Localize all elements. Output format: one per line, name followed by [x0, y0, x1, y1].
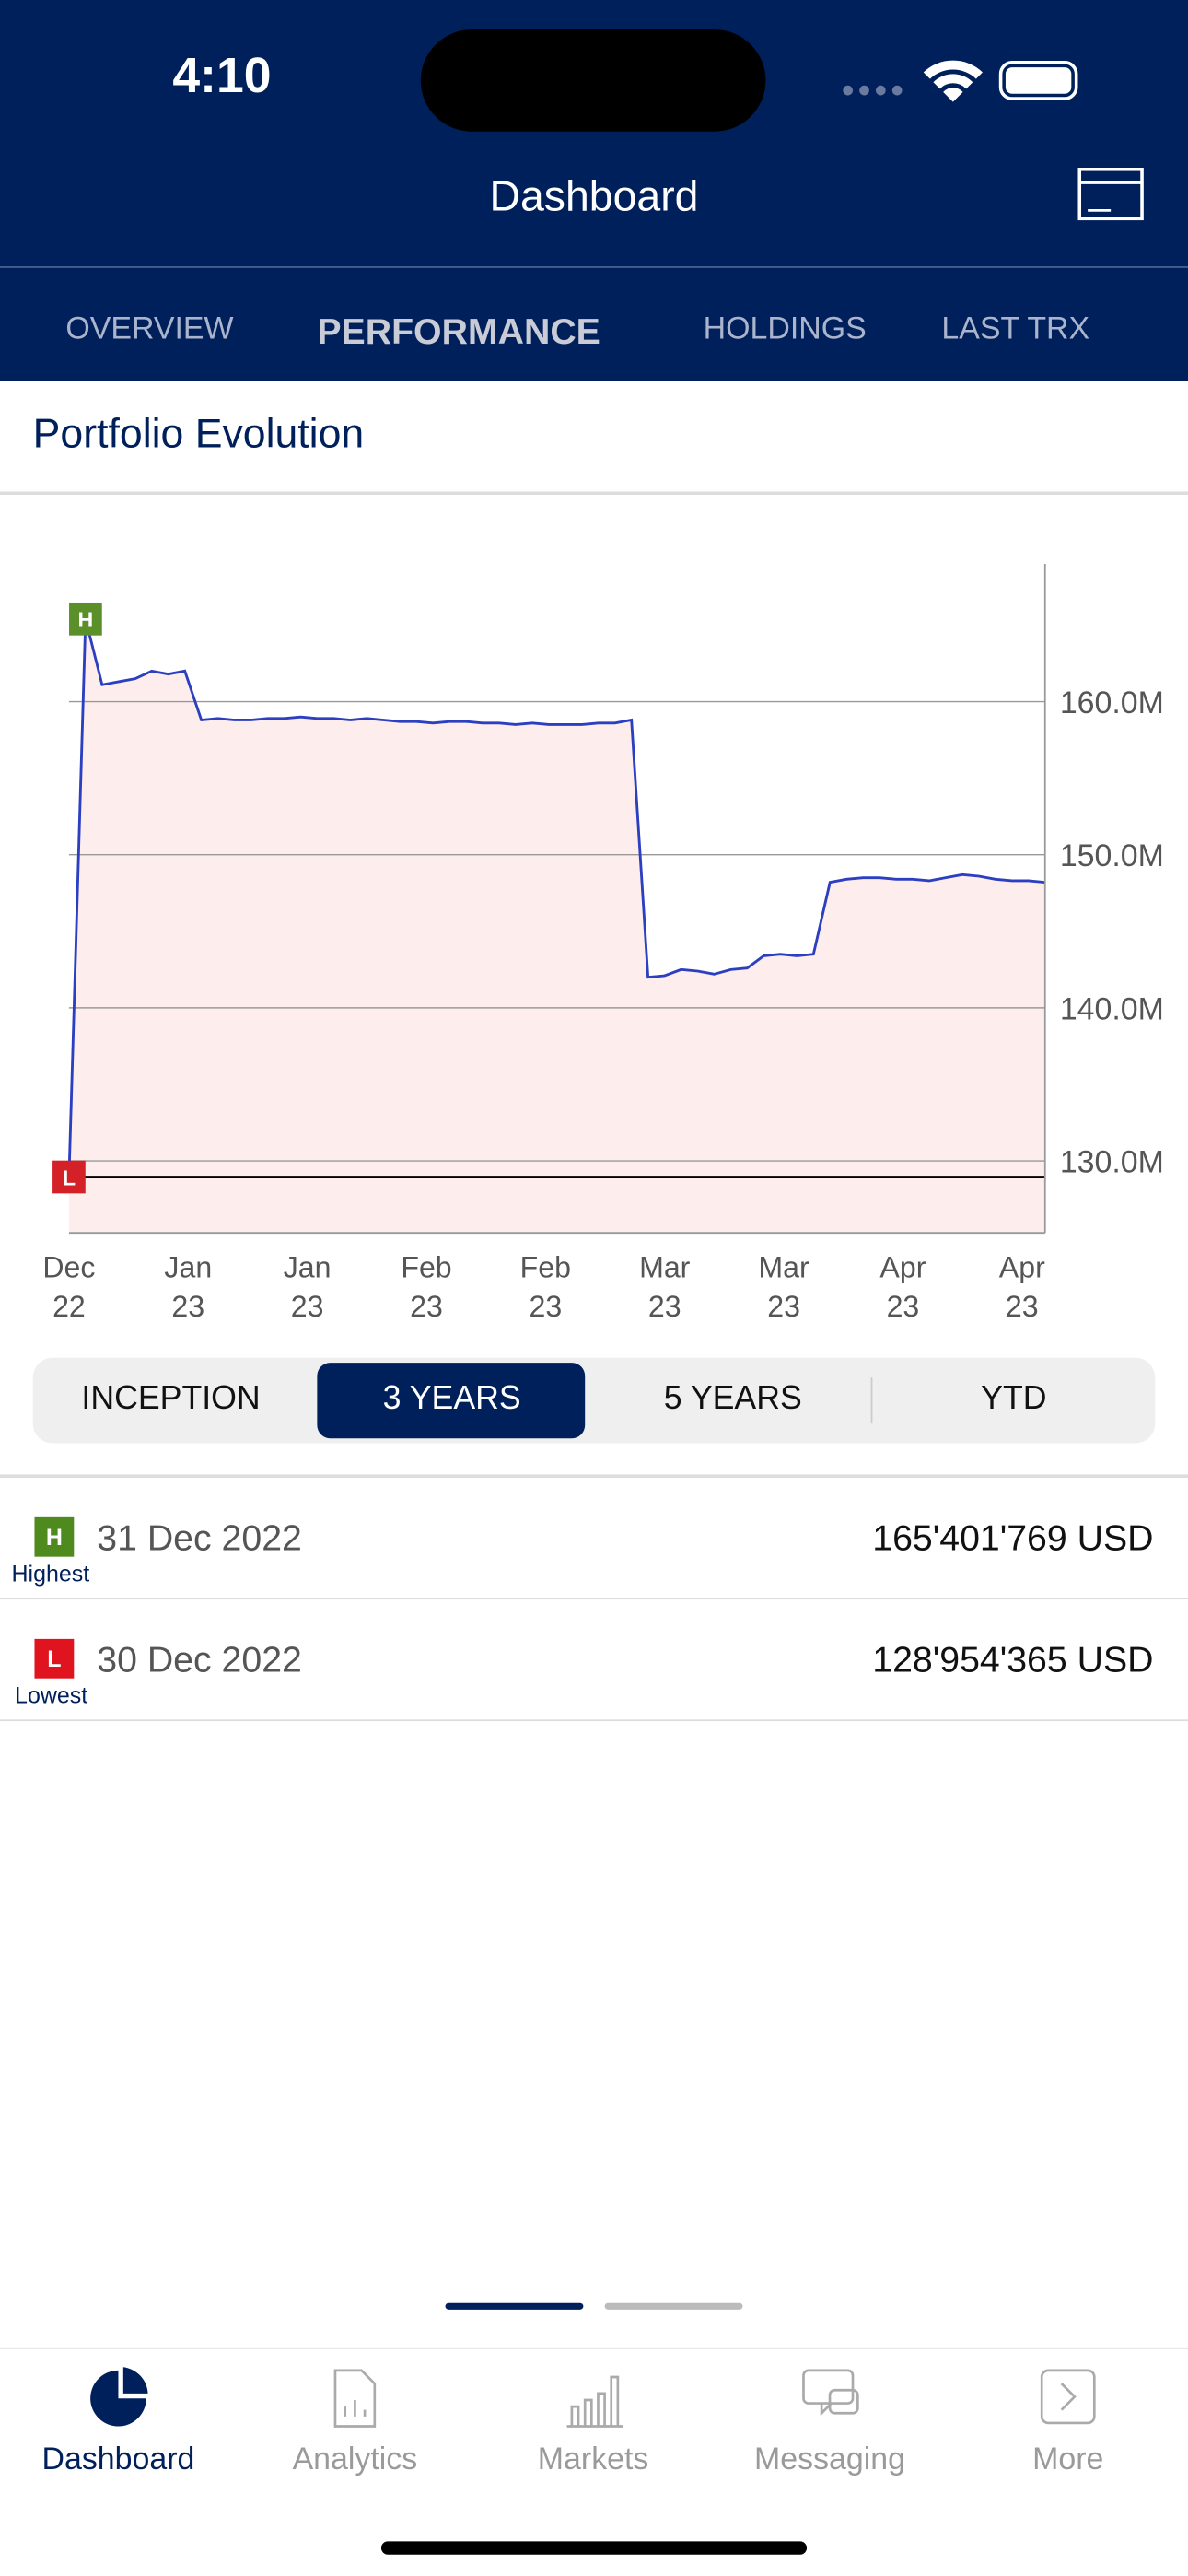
card-icon[interactable]: [1077, 167, 1147, 224]
icon-dashboard: [90, 2367, 148, 2427]
date: 30 Dec 2022: [97, 1638, 302, 1680]
range-button-active[interactable]: 3 YEARS: [382, 1380, 521, 1418]
divider: [0, 266, 1188, 268]
extreme-marker: H: [69, 602, 102, 636]
status-icons: [843, 60, 1078, 102]
tab[interactable]: OVERVIEW: [65, 312, 234, 347]
home-indicator: [380, 2541, 808, 2555]
extreme-marker: L: [52, 1160, 86, 1194]
tab-active[interactable]: PERFORMANCE: [317, 310, 600, 352]
header: 4:10 Dashboard OVERVIEW PERFORMANCE HOLD…: [0, 0, 1188, 381]
range-button[interactable]: 5 YEARS: [663, 1380, 802, 1418]
tab[interactable]: LAST TRX: [941, 312, 1090, 347]
lowest-row: L Lowest 30 Dec 2022 128'954'365 USD: [0, 1599, 1188, 1722]
tab[interactable]: HOLDINGS: [703, 312, 867, 347]
status-time: 4:10: [172, 49, 272, 104]
x-tick-label: Apr 23: [879, 1250, 926, 1324]
marker-box: [52, 1160, 86, 1194]
separator: [870, 1377, 873, 1424]
y-tick-label: 140.0M: [1060, 991, 1164, 1026]
badge: H: [34, 1516, 75, 1557]
marker-box: [69, 602, 102, 636]
line: [67, 618, 1045, 1177]
area: [68, 618, 1045, 1234]
amount: 128'954'365 USD: [872, 1638, 1154, 1680]
x-tick-label: Apr 23: [998, 1250, 1045, 1324]
divider: [0, 491, 1188, 496]
nav-item[interactable]: Markets: [537, 2442, 649, 2477]
nav-item[interactable]: Messaging: [754, 2442, 905, 2477]
caption: Highest: [11, 1560, 90, 1587]
x-tick-label: Mar 23: [639, 1250, 691, 1324]
x-tick-label: Jan 23: [283, 1250, 332, 1324]
divider: [0, 1474, 1188, 1479]
range-button[interactable]: INCEPTION: [81, 1380, 261, 1418]
nav-icons: [90, 2367, 1096, 2428]
x-tick-label: Mar 23: [758, 1250, 809, 1324]
header-title: Dashboard: [489, 170, 699, 221]
page-indicator: [445, 2302, 584, 2310]
marker-text: L: [63, 1165, 76, 1189]
x-tick-label: Dec 22: [42, 1250, 96, 1324]
x-tick-label: Jan 23: [164, 1250, 213, 1324]
nav-item[interactable]: Analytics: [292, 2442, 418, 2477]
range-button[interactable]: YTD: [981, 1380, 1047, 1418]
y-tick-label: 150.0M: [1060, 838, 1164, 873]
nav-item-active[interactable]: Dashboard: [41, 2442, 195, 2477]
x-tick-label: Feb 23: [401, 1250, 452, 1324]
marker-text: H: [78, 608, 94, 632]
caption: Lowest: [15, 1681, 88, 1708]
chart: 130.0M 140.0M 150.0M 160.0M H L: [52, 563, 1164, 1235]
range-selected-bg: [317, 1363, 586, 1439]
y-tick-label: 130.0M: [1060, 1145, 1164, 1180]
nav-item[interactable]: More: [1032, 2442, 1104, 2477]
dynamic-island: [420, 29, 766, 132]
section-title: Portfolio Evolution: [32, 411, 365, 458]
y-tick-label: 160.0M: [1060, 685, 1164, 720]
highest-row: H Highest 31 Dec 2022 165'401'769 USD: [0, 1478, 1188, 1600]
page-indicator: [604, 2302, 743, 2310]
range-selector: [32, 1357, 1156, 1444]
amount: 165'401'769 USD: [872, 1516, 1154, 1559]
x-tick-label: Feb 23: [519, 1250, 572, 1324]
badge: L: [34, 1638, 75, 1679]
date: 31 Dec 2022: [97, 1516, 302, 1559]
tabbar-divider: [0, 2347, 1188, 2349]
